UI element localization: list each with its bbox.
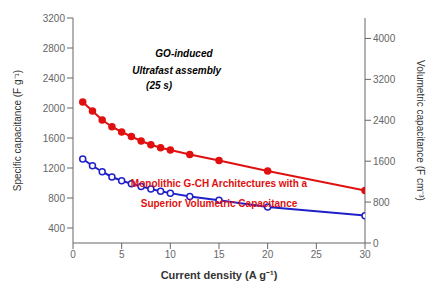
svg-text:0: 0	[373, 238, 379, 249]
svg-text:Specific capacitance (F g⁻¹): Specific capacitance (F g⁻¹)	[12, 70, 23, 191]
svg-text:5: 5	[119, 249, 125, 260]
svg-text:1600: 1600	[373, 156, 396, 167]
svg-text:2400: 2400	[373, 115, 396, 126]
html-text:Ultrafast assembly: Ultrafast assembly	[132, 64, 222, 76]
svg-text:2000: 2000	[43, 103, 66, 114]
html-text:Monolithic G-CH Architectures: Monolithic G-CH Architectures with a	[130, 178, 308, 190]
svg-text:15: 15	[213, 249, 225, 260]
svg-text:1600: 1600	[43, 133, 66, 144]
svg-text:20: 20	[262, 249, 274, 260]
svg-text:Current density (A g⁻¹): Current density (A g⁻¹)	[161, 269, 278, 281]
svg-text:400: 400	[48, 223, 65, 234]
svg-text:30: 30	[359, 249, 371, 260]
html-text:GO-induced: GO-induced	[155, 47, 213, 59]
html-text:Superior Volumetric Capacitanc: Superior Volumetric Capacitance	[140, 198, 298, 210]
svg-text:Volumetric capacitance (F cm⁻³: Volumetric capacitance (F cm⁻³)	[415, 60, 426, 201]
svg-text:800: 800	[373, 197, 390, 208]
svg-text:3200: 3200	[373, 74, 396, 85]
svg-text:800: 800	[48, 193, 65, 204]
html-text:(25 s): (25 s)	[146, 80, 173, 92]
svg-text:2400: 2400	[43, 73, 66, 84]
svg-text:2800: 2800	[43, 43, 66, 54]
svg-text:10: 10	[165, 249, 177, 260]
svg-text:25: 25	[311, 249, 323, 260]
svg-text:3200: 3200	[43, 13, 66, 24]
svg-text:1200: 1200	[43, 163, 66, 174]
svg-text:0: 0	[70, 249, 76, 260]
svg-text:4000: 4000	[373, 33, 396, 44]
